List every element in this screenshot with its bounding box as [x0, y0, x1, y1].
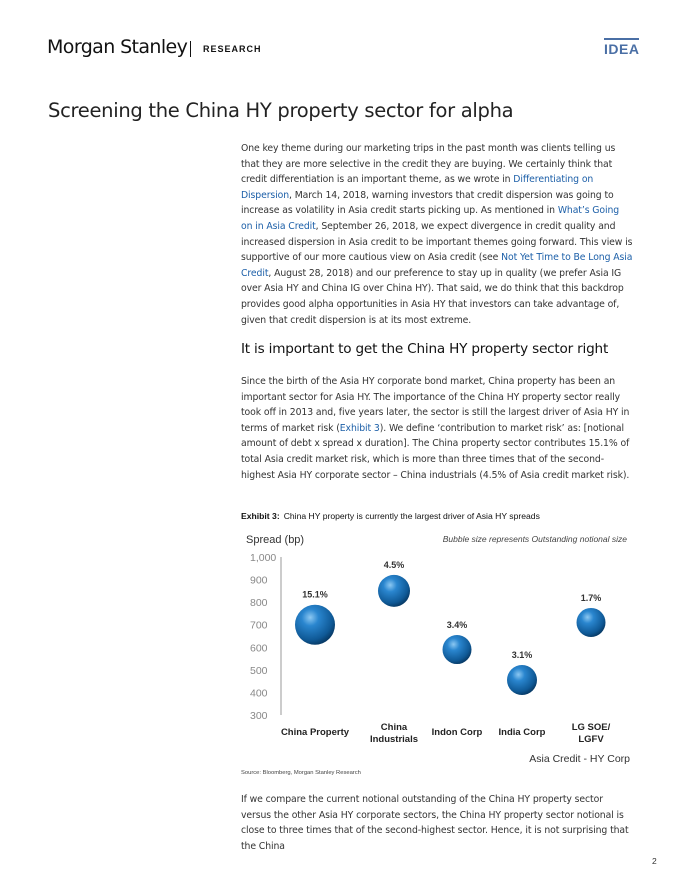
link-not-yet-time-to-be-long[interactable]: Not Yet Time to Be Long Asia Credit	[241, 252, 633, 279]
idea-badge: IDEA	[604, 38, 640, 57]
bubble	[378, 574, 410, 607]
page-title: Screening the China HY property sector f…	[48, 99, 514, 122]
x-tick-label: Indon Corp	[432, 727, 483, 738]
x-tick-label: LG SOE/LGFV	[572, 722, 611, 745]
header-section-label: RESEARCH	[203, 44, 262, 54]
bubble-data-label: 3.4%	[447, 620, 468, 630]
y-tick-label: 1,000	[250, 552, 276, 564]
chart-y-axis-label: Spread (bp)	[246, 534, 304, 546]
bubble	[507, 665, 537, 696]
y-tick-label: 500	[250, 665, 268, 677]
y-tick-label: 800	[250, 597, 268, 609]
x-tick-label: China Industrials	[370, 722, 418, 745]
bubble-data-label: 3.1%	[512, 650, 533, 660]
body-text-2: ). We define ‘contribution to market ris…	[241, 422, 630, 481]
x-tick-label: India Corp	[499, 727, 546, 738]
intro-text-2: , March 14, 2018, warning investors that…	[241, 189, 614, 217]
header-divider	[190, 41, 191, 57]
intro-text-3: , September 26, 2018, we expect divergen…	[241, 220, 633, 264]
exhibit-label: Exhibit 3:	[241, 511, 280, 521]
y-tick-label: 300	[250, 710, 268, 722]
link-exhibit-3[interactable]: Exhibit 3	[339, 422, 380, 434]
chart-y-ticks: 1,000 900 800 700 600 500 400 300	[250, 552, 276, 722]
bubble	[295, 604, 335, 645]
link-differentiating-on-dispersion[interactable]: Differentiating on Dispersion	[241, 174, 594, 201]
page-number: 2	[652, 856, 657, 866]
bubble-data-label: 4.5%	[384, 560, 405, 570]
y-tick-label: 400	[250, 687, 268, 699]
bubble-data-label: 1.7%	[581, 593, 602, 603]
intro-paragraph: One key theme during our marketing trips…	[241, 141, 633, 328]
chart-x-labels: China Property China Industrials Indon Corp…	[281, 722, 611, 745]
intro-text-4: , August 28, 2018) and our preference to…	[241, 267, 624, 326]
x-tick-label: China Property	[281, 727, 350, 738]
chart-bubbles: 15.1% 4.5% 3.4% 3.1% 1.7%	[295, 560, 606, 696]
body-paragraph: Since the birth of the Asia HY corporate…	[241, 374, 633, 483]
y-tick-label: 900	[250, 575, 268, 587]
bubble-chart: Spread (bp) Bubble size represents Outst…	[246, 534, 630, 765]
chart-x-axis-label: Asia Credit - HY Corp	[529, 753, 630, 765]
chart-note: Bubble size represents Outstanding notio…	[443, 534, 628, 544]
bubble-data-label: 15.1%	[302, 590, 328, 600]
brand-logo: Morgan Stanley	[47, 36, 188, 58]
section-heading: It is important to get the China HY prop…	[241, 341, 609, 357]
y-tick-label: 600	[250, 642, 268, 654]
exhibit-caption: Exhibit 3: China HY property is currently…	[241, 511, 540, 521]
bubble	[576, 607, 606, 637]
y-tick-label: 700	[250, 620, 268, 632]
exhibit-title: China HY property is currently the large…	[283, 511, 540, 521]
intro-text-1: One key theme during our marketing trips…	[241, 143, 616, 186]
closing-paragraph: If we compare the current notional outst…	[241, 794, 629, 852]
bubble	[442, 635, 472, 665]
body-text-1: Since the birth of the Asia HY corporate…	[241, 376, 630, 434]
link-whats-going-on-in-asia-credit[interactable]: What’s Going on in Asia Credit	[241, 205, 620, 232]
source-note: Source: Bloomberg, Morgan Stanley Resear…	[241, 770, 361, 776]
